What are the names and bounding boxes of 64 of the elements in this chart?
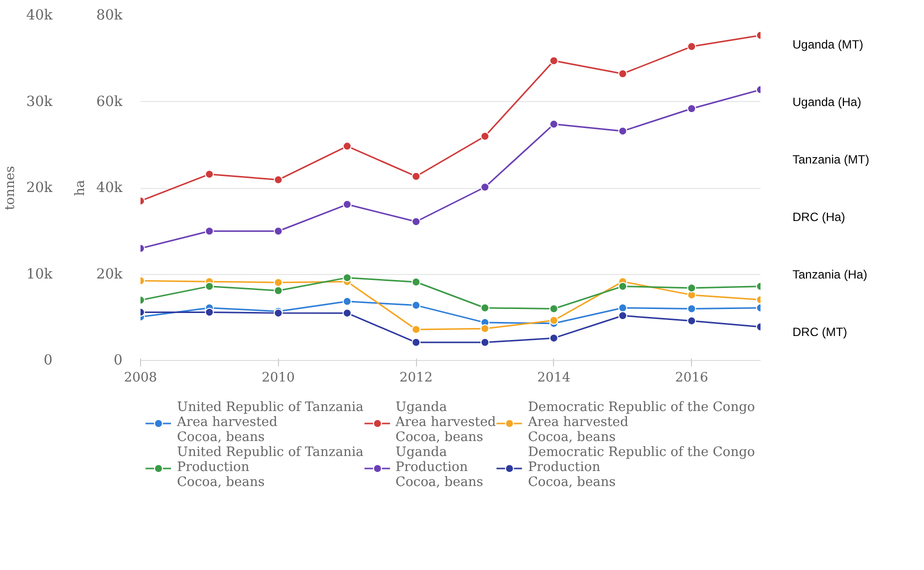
- x-tick-label: 2016: [675, 370, 708, 386]
- y-tick-label: 30k: [26, 94, 54, 110]
- text: Tanzania (MT): [792, 152, 870, 166]
- point: [204, 308, 214, 317]
- point: [480, 303, 490, 312]
- point: [412, 338, 421, 347]
- legend-label: United Republic of Tanzania Production Cocoa, beans: [176, 445, 364, 490]
- point: [342, 273, 352, 282]
- point: [549, 120, 558, 129]
- legend-label: Democratic Republic of the Congo Production Cocoa, beans: [528, 445, 756, 490]
- point: [549, 334, 558, 343]
- text: Tanzania (Ha): [792, 267, 868, 282]
- legend-label: Uganda Area harvested Cocoa, beans: [396, 400, 496, 445]
- y2-tick-label: 20k: [96, 266, 124, 282]
- y2-tick-label: 40k: [96, 180, 124, 196]
- point: [480, 338, 490, 347]
- point: [274, 286, 283, 296]
- y-tick-label: 20k: [26, 180, 54, 196]
- point: [204, 170, 214, 179]
- y2-tick-label: 60k: [96, 94, 124, 110]
- point: [618, 126, 628, 136]
- point: [480, 324, 490, 334]
- point: [274, 175, 283, 184]
- x-tick-label: 2008: [124, 370, 158, 386]
- point: [204, 226, 214, 236]
- text: Uganda (MT): [792, 37, 864, 52]
- point: [204, 282, 214, 291]
- legend-label: Democratic Republic of the Congo Area harvested Cocoa, beans: [528, 400, 756, 445]
- point: [549, 56, 558, 66]
- point: [342, 200, 352, 209]
- point: [342, 142, 352, 151]
- x-tick-label: 2014: [537, 370, 570, 386]
- x-tick-label: 2010: [262, 370, 295, 386]
- point: [274, 226, 283, 236]
- text: Uganda (Ha): [792, 94, 862, 109]
- point: [412, 300, 421, 310]
- text: DRC (MT): [792, 324, 848, 339]
- y2-tick-label: 0: [114, 352, 123, 368]
- point: [618, 303, 628, 312]
- point: [412, 172, 421, 181]
- y-tick-label: 0: [44, 352, 53, 368]
- point: [342, 296, 352, 306]
- text: DRC (Ha): [792, 210, 846, 224]
- point: [618, 69, 628, 78]
- y2-axis-title: ha: [73, 180, 88, 196]
- point: [687, 104, 696, 114]
- point: [618, 282, 628, 291]
- point: [412, 217, 421, 226]
- point: [342, 308, 352, 318]
- point: [549, 316, 558, 325]
- y-axis-title: tonnes: [3, 166, 18, 210]
- y-tick-label: 40k: [26, 8, 54, 24]
- point: [549, 304, 558, 314]
- point: [480, 132, 490, 141]
- point: [687, 304, 696, 314]
- y-tick-label: 10k: [26, 266, 54, 282]
- y2-tick-label: 80k: [96, 8, 124, 24]
- point: [687, 284, 696, 293]
- x-tick-label: 2012: [400, 370, 433, 386]
- legend-label: United Republic of Tanzania Area harvested Cocoa, beans: [176, 400, 364, 445]
- point: [618, 311, 628, 320]
- legend-label: Uganda Production Cocoa, beans: [396, 445, 484, 490]
- point: [480, 182, 490, 192]
- point: [687, 316, 696, 326]
